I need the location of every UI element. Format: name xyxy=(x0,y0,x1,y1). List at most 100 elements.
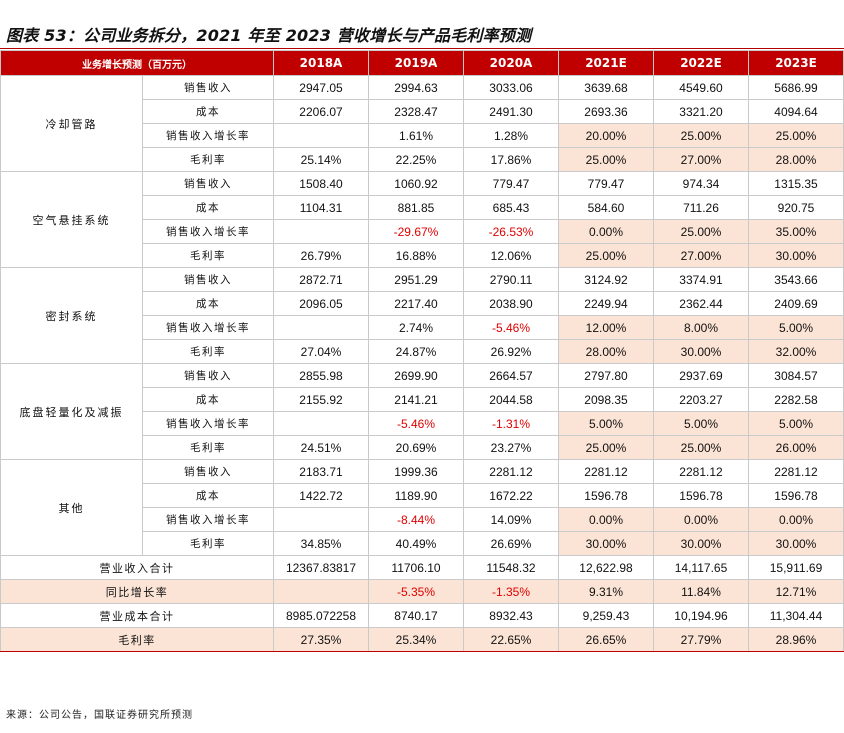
header-year: 2022E xyxy=(653,50,749,76)
total-row: 营业收入合计 12367.83817 11706.10 11548.32 12,622.… xyxy=(0,555,844,580)
row-label: 成本 xyxy=(142,387,274,412)
value-cell: 23.27% xyxy=(463,435,559,460)
value-cell: 26.00% xyxy=(748,435,844,460)
value-cell: 2.74% xyxy=(368,315,464,340)
value-cell xyxy=(273,579,369,604)
value-cell: 1104.31 xyxy=(273,195,369,220)
value-cell: 5.00% xyxy=(653,411,749,436)
value-cell: 5686.99 xyxy=(748,75,844,100)
value-cell: 25.34% xyxy=(368,627,464,652)
value-cell: 3084.57 xyxy=(748,363,844,388)
table-row: 销售收入增长率 -29.67% -26.53% 0.00% 25.00% 35.00% xyxy=(1,219,844,244)
value-cell: 2937.69 xyxy=(653,363,749,388)
forecast-table: 业务增长预测（百万元） 2018A 2019A 2020A 2021E 2022… xyxy=(0,50,844,652)
value-cell: -29.67% xyxy=(368,219,464,244)
table-row: 成本 1422.72 1189.90 1672.22 1596.78 1596.78 159… xyxy=(1,483,844,508)
value-cell: 2217.40 xyxy=(368,291,464,316)
value-cell: 920.75 xyxy=(748,195,844,220)
value-cell: 14.09% xyxy=(463,507,559,532)
value-cell: 2855.98 xyxy=(273,363,369,388)
value-cell: 11,304.44 xyxy=(748,603,844,628)
value-cell: 2141.21 xyxy=(368,387,464,412)
row-label: 销售收入增长率 xyxy=(142,219,274,244)
value-cell: 25.00% xyxy=(653,435,749,460)
value-cell: 4549.60 xyxy=(653,75,749,100)
value-cell: 28.00% xyxy=(748,147,844,172)
row-label: 毛利率 xyxy=(142,147,274,172)
value-cell: 25.00% xyxy=(558,147,654,172)
table-row: 销售收入增长率 -5.46% -1.31% 5.00% 5.00% 5.00% xyxy=(1,411,844,436)
value-cell: 2249.94 xyxy=(558,291,654,316)
header-label: 业务增长预测（百万元） xyxy=(0,50,274,76)
value-cell: 3321.20 xyxy=(653,99,749,124)
header-year: 2023E xyxy=(748,50,844,76)
header-year: 2019A xyxy=(368,50,464,76)
value-cell: 2183.71 xyxy=(273,459,369,484)
value-cell: 12.06% xyxy=(463,243,559,268)
row-label: 毛利率 xyxy=(142,339,274,364)
value-cell: 2797.80 xyxy=(558,363,654,388)
segment-name: 密封系统 xyxy=(0,267,143,364)
value-cell: 2096.05 xyxy=(273,291,369,316)
total-label: 营业收入合计 xyxy=(0,555,274,580)
value-cell: 2872.71 xyxy=(273,267,369,292)
value-cell: 2098.35 xyxy=(558,387,654,412)
table-row: 冷却管路 销售收入 2947.05 2994.63 3033.06 3639.68 4549… xyxy=(0,75,844,172)
header-row: 业务增长预测（百万元） 2018A 2019A 2020A 2021E 2022… xyxy=(0,50,844,76)
value-cell: 1189.90 xyxy=(368,483,464,508)
value-cell: 30.00% xyxy=(748,531,844,556)
value-cell: 25.14% xyxy=(273,147,369,172)
row-label: 毛利率 xyxy=(142,531,274,556)
value-cell xyxy=(273,411,369,436)
value-cell: -1.35% xyxy=(463,579,559,604)
value-cell: 30.00% xyxy=(748,243,844,268)
value-cell: 26.79% xyxy=(273,243,369,268)
table-row: 成本 2096.05 2217.40 2038.90 2249.94 2362.44 240… xyxy=(1,291,844,316)
value-cell: 12.00% xyxy=(558,315,654,340)
value-cell: 9,259.43 xyxy=(558,603,654,628)
value-cell: 28.00% xyxy=(558,339,654,364)
value-cell: 22.25% xyxy=(368,147,464,172)
value-cell: 16.88% xyxy=(368,243,464,268)
value-cell: 1.28% xyxy=(463,123,559,148)
value-cell: 2699.90 xyxy=(368,363,464,388)
value-cell: 26.92% xyxy=(463,339,559,364)
value-cell: 30.00% xyxy=(558,531,654,556)
value-cell: 12,622.98 xyxy=(558,555,654,580)
value-cell: 2206.07 xyxy=(273,99,369,124)
table-row: 空气悬挂系统 销售收入 1508.40 1060.92 779.47 779.47 974.… xyxy=(0,171,844,268)
table-row: 底盘轻量化及减振 销售收入 2855.98 2699.90 2664.57 2797.80… xyxy=(0,363,844,460)
value-cell: 9.31% xyxy=(558,579,654,604)
value-cell: 27.00% xyxy=(653,243,749,268)
value-cell: 14,117.65 xyxy=(653,555,749,580)
value-cell xyxy=(273,123,369,148)
value-cell: 2281.12 xyxy=(748,459,844,484)
value-cell: 24.51% xyxy=(273,435,369,460)
value-cell: 11706.10 xyxy=(368,555,464,580)
value-cell: 2282.58 xyxy=(748,387,844,412)
header-year: 2018A xyxy=(273,50,369,76)
total-label: 毛利率 xyxy=(0,627,274,652)
value-cell: 2994.63 xyxy=(368,75,464,100)
value-cell: 2664.57 xyxy=(463,363,559,388)
total-label: 同比增长率 xyxy=(0,579,274,604)
row-label: 成本 xyxy=(142,483,274,508)
value-cell: 5.00% xyxy=(748,411,844,436)
table-row: 毛利率 27.04% 24.87% 26.92% 28.00% 30.00% 32.00% xyxy=(1,339,844,364)
row-label: 销售收入 xyxy=(142,171,274,196)
value-cell: 20.00% xyxy=(558,123,654,148)
value-cell: 779.47 xyxy=(558,171,654,196)
value-cell: 8985.072258 xyxy=(273,603,369,628)
value-cell: 1596.78 xyxy=(748,483,844,508)
value-cell: 27.79% xyxy=(653,627,749,652)
value-cell: 27.35% xyxy=(273,627,369,652)
value-cell: 711.26 xyxy=(653,195,749,220)
value-cell: 779.47 xyxy=(463,171,559,196)
value-cell: 8740.17 xyxy=(368,603,464,628)
total-row: 毛利率 27.35% 25.34% 22.65% 26.65% 27.79% 28.96% xyxy=(0,627,844,652)
value-cell: 1596.78 xyxy=(653,483,749,508)
row-label: 毛利率 xyxy=(142,243,274,268)
value-cell: 584.60 xyxy=(558,195,654,220)
row-label: 销售收入增长率 xyxy=(142,315,274,340)
table-row: 成本 2155.92 2141.21 2044.58 2098.35 2203.27 228… xyxy=(1,387,844,412)
